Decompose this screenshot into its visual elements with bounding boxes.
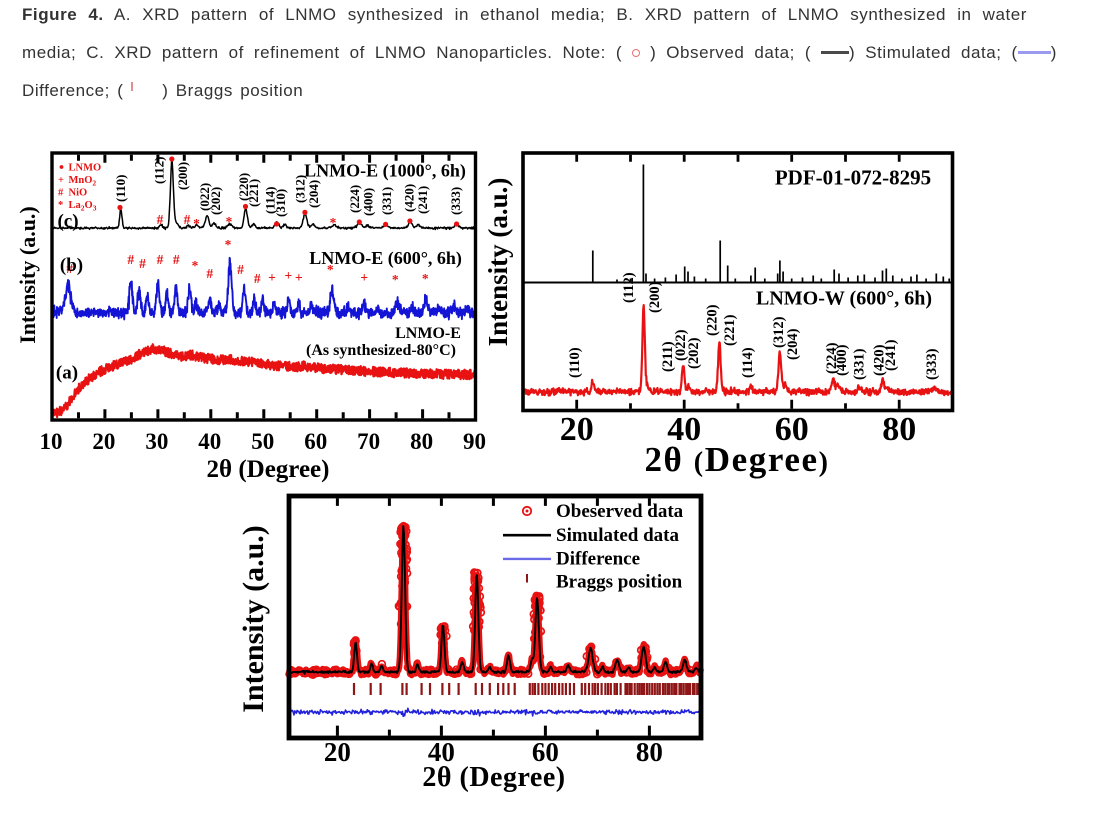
svg-text:*: *: [193, 216, 200, 231]
svg-text:20: 20: [92, 429, 115, 454]
svg-text:#: #: [66, 261, 73, 276]
svg-text:(022): (022): [197, 183, 212, 211]
svg-text:30: 30: [145, 429, 168, 454]
svg-text:(310): (310): [273, 189, 288, 217]
svg-text:80: 80: [410, 429, 433, 454]
svg-text:(202): (202): [208, 187, 223, 215]
svg-text:La2O3: La2O3: [69, 200, 97, 213]
svg-text:(224): (224): [824, 342, 840, 374]
svg-text:*: *: [330, 215, 337, 230]
svg-text:(112): (112): [621, 272, 637, 303]
svg-text:LNMO-W (600°, 6h): LNMO-W (600°, 6h): [756, 288, 932, 310]
svg-text:Simulated data: Simulated data: [556, 525, 679, 546]
svg-text:(221): (221): [722, 314, 738, 346]
svg-text:#: #: [139, 256, 146, 271]
svg-text:+: +: [58, 175, 64, 186]
svg-text:LNMO-E (600°, 6h): LNMO-E (600°, 6h): [309, 248, 462, 269]
svg-text:2θ (Degree): 2θ (Degree): [207, 456, 330, 483]
svg-text:(b): (b): [60, 255, 83, 276]
svg-text:(114): (114): [740, 347, 756, 378]
svg-text:+: +: [295, 270, 303, 285]
svg-text:(200): (200): [175, 162, 190, 190]
svg-text:NiO: NiO: [69, 188, 88, 199]
svg-text:20: 20: [324, 737, 351, 767]
svg-text:(200): (200): [647, 281, 663, 313]
svg-text:+: +: [285, 268, 293, 283]
svg-text:#: #: [127, 252, 134, 267]
svg-text:+: +: [268, 270, 276, 285]
svg-text:(211): (211): [660, 341, 676, 372]
svg-text:#: #: [157, 252, 164, 267]
svg-text:(241): (241): [415, 186, 430, 214]
svg-text:#: #: [157, 212, 164, 227]
svg-text:(114): (114): [262, 187, 277, 214]
svg-text:(a): (a): [56, 363, 78, 384]
svg-text:MnO2: MnO2: [69, 175, 97, 188]
svg-text:(022): (022): [673, 329, 689, 361]
svg-text:60: 60: [775, 411, 809, 448]
svg-text:(112): (112): [152, 157, 167, 184]
svg-text:#: #: [254, 271, 261, 286]
svg-text:(420): (420): [401, 184, 416, 212]
svg-text:(224): (224): [347, 185, 362, 213]
svg-text:80: 80: [882, 411, 916, 448]
svg-text:*: *: [226, 214, 233, 229]
svg-text:(c): (c): [57, 211, 78, 232]
svg-text:*: *: [225, 237, 232, 252]
svg-text:40: 40: [428, 737, 455, 767]
svg-text:(110): (110): [113, 175, 128, 202]
svg-text:(221): (221): [246, 179, 261, 207]
svg-text:*: *: [192, 258, 199, 273]
svg-text:60: 60: [532, 737, 559, 767]
svg-text:20: 20: [560, 411, 594, 448]
svg-text:(312): (312): [293, 175, 308, 203]
svg-text:LNMO-E (1000°, 6h): LNMO-E (1000°, 6h): [304, 160, 466, 181]
svg-text:50: 50: [251, 429, 274, 454]
svg-text:2θ (Degree): 2θ (Degree): [422, 762, 565, 793]
svg-text:(204): (204): [785, 328, 801, 360]
svg-text:(333): (333): [924, 348, 940, 380]
svg-text:10: 10: [40, 429, 63, 454]
svg-text:80: 80: [636, 737, 663, 767]
svg-text:(333): (333): [448, 187, 463, 215]
svg-text:#: #: [237, 262, 244, 277]
svg-text:70: 70: [357, 429, 380, 454]
svg-text:(202): (202): [686, 337, 702, 369]
svg-text:Obeserved data: Obeserved data: [556, 501, 684, 522]
svg-text:(312): (312): [771, 316, 787, 348]
svg-text:PDF-01-072-8295: PDF-01-072-8295: [775, 166, 931, 190]
svg-text:(400): (400): [361, 188, 376, 216]
svg-text:Intensity (a.u.): Intensity (a.u.): [483, 178, 513, 347]
svg-text:40: 40: [667, 411, 701, 448]
svg-text:90: 90: [463, 429, 486, 454]
svg-text:LNMO-E: LNMO-E: [395, 325, 461, 342]
svg-text:(331): (331): [852, 348, 868, 380]
svg-text:40: 40: [198, 429, 221, 454]
svg-text:60: 60: [304, 429, 327, 454]
svg-text:(400): (400): [834, 344, 850, 376]
svg-text:#: #: [184, 212, 191, 227]
svg-text:Difference: Difference: [556, 548, 640, 569]
svg-text:#: #: [206, 266, 213, 281]
svg-text:(220): (220): [236, 173, 251, 201]
svg-text:(331): (331): [379, 187, 394, 215]
svg-text:(110): (110): [567, 347, 583, 378]
svg-text:(241): (241): [883, 339, 899, 371]
svg-text:*: *: [422, 271, 429, 286]
svg-text:*: *: [327, 262, 334, 277]
svg-text:LNMO: LNMO: [69, 163, 102, 174]
svg-text:(As synthesized-80°C): (As synthesized-80°C): [306, 342, 456, 359]
svg-text:Intensity (a.u.): Intensity (a.u.): [237, 525, 270, 713]
svg-text:*: *: [392, 272, 399, 287]
svg-text:(420): (420): [871, 344, 887, 376]
svg-text:(220): (220): [705, 304, 721, 336]
svg-text:(204): (204): [306, 180, 321, 208]
svg-text:Braggs position: Braggs position: [556, 571, 683, 592]
svg-text:Intensity (a.u.): Intensity (a.u.): [15, 206, 40, 344]
svg-text:+: +: [360, 270, 368, 285]
svg-text:*: *: [58, 200, 63, 211]
svg-text:2θ (Degree): 2θ (Degree): [644, 440, 829, 479]
svg-text:#: #: [173, 252, 180, 267]
svg-text:#: #: [58, 188, 64, 199]
